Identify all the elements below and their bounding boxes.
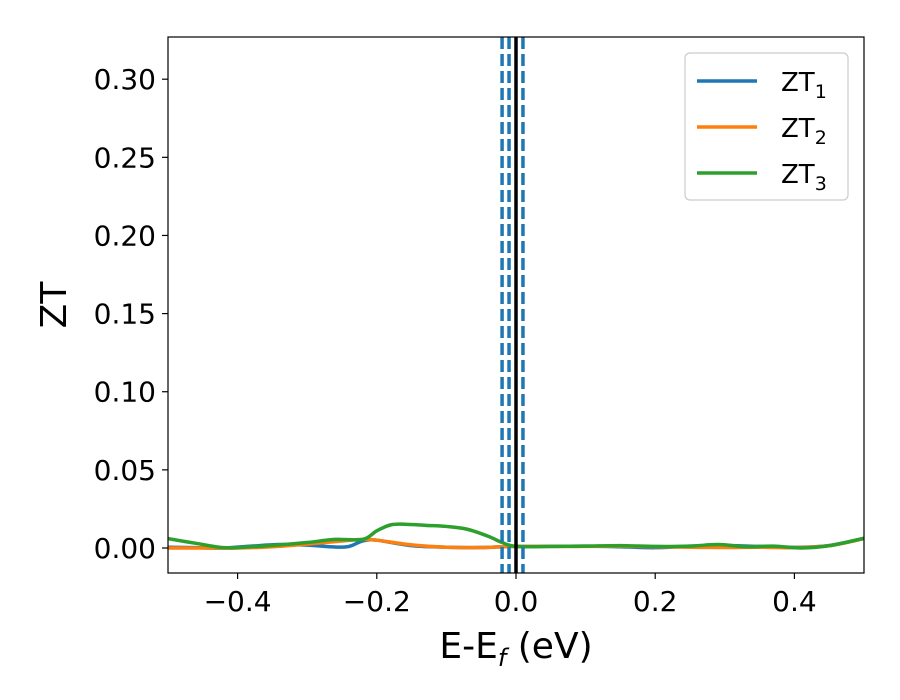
legend-entry-zt1: ZT1 bbox=[697, 68, 827, 103]
y-tick-label: 0.30 bbox=[94, 63, 156, 96]
legend-entry-zt2: ZT2 bbox=[697, 114, 827, 149]
y-tick-label: 0.25 bbox=[94, 141, 156, 174]
x-tick-label: 0.0 bbox=[494, 585, 539, 618]
y-axis-label: ZT bbox=[34, 281, 75, 329]
x-tick-label: −0.2 bbox=[343, 585, 411, 618]
legend: ZT1 ZT2 ZT3 bbox=[684, 52, 849, 201]
x-axis-label-main: E-E bbox=[439, 626, 497, 667]
x-axis-label: E-Ef (eV) bbox=[439, 626, 592, 672]
x-tick-label: 0.2 bbox=[633, 585, 678, 618]
y-axis: 0.00 0.05 0.10 0.15 0.20 0.25 0.30 bbox=[94, 63, 168, 565]
series-line-zt3 bbox=[168, 522, 864, 550]
legend-label: ZT3 bbox=[781, 160, 827, 195]
legend-entry-zt3: ZT3 bbox=[697, 160, 827, 195]
legend-box bbox=[684, 52, 849, 201]
x-axis: −0.4 −0.2 0.0 0.2 0.4 bbox=[204, 573, 817, 618]
y-tick-label: 0.10 bbox=[94, 376, 156, 409]
x-tick-label: 0.4 bbox=[772, 585, 817, 618]
y-tick-label: 0.15 bbox=[94, 298, 156, 331]
y-tick-label: 0.20 bbox=[94, 219, 156, 252]
legend-label: ZT2 bbox=[781, 114, 827, 149]
y-tick-label: 0.00 bbox=[94, 532, 156, 565]
x-axis-label-suffix: (eV) bbox=[506, 626, 592, 667]
plot-area bbox=[168, 37, 864, 573]
x-tick-label: −0.4 bbox=[204, 585, 272, 618]
y-tick-label: 0.05 bbox=[94, 454, 156, 487]
legend-label: ZT1 bbox=[781, 68, 827, 103]
